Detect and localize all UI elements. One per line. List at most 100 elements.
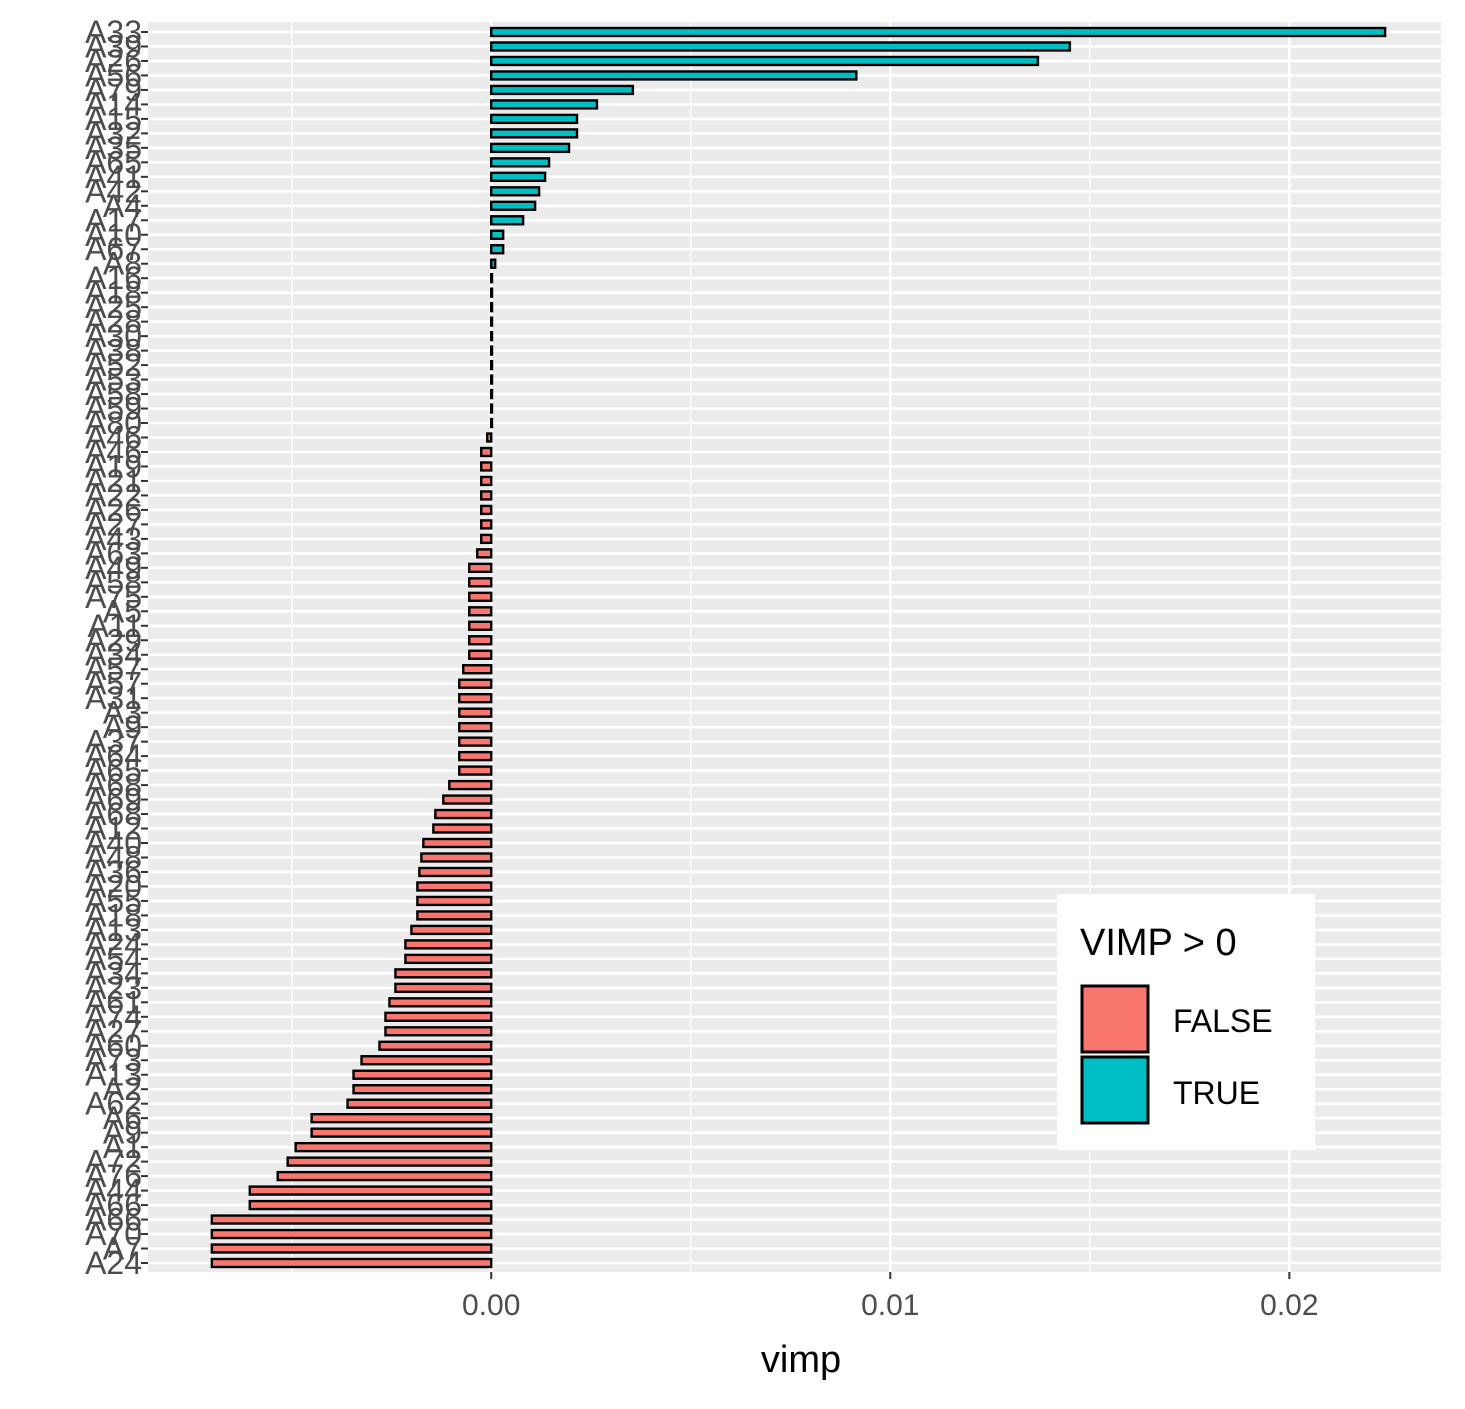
bar-A25 [490, 301, 494, 313]
bar-A29 [468, 635, 493, 646]
bar-A23 [394, 982, 493, 994]
bar-A70 [210, 1228, 493, 1240]
legend-key-false [1080, 984, 1150, 1054]
bar-A18 [490, 287, 494, 298]
y-tick-label: A35 [85, 130, 142, 166]
y-tick-label: A52 [85, 347, 142, 383]
y-tick-label: A58 [85, 564, 142, 600]
y-tick-label: A46 [85, 434, 142, 470]
y-tick-label: A1 [103, 1129, 142, 1165]
y-tick-label: A67 [85, 231, 142, 267]
y-tick-label: A33 [85, 14, 142, 50]
bar-A13 [410, 924, 493, 936]
bar-A63 [476, 548, 493, 559]
y-tick-label: A14 [85, 86, 142, 122]
bar-A57 [462, 664, 493, 675]
x-axis-title: vimp [761, 1339, 841, 1381]
bar-A68 [448, 779, 493, 791]
y-tick-label: A44 [85, 1173, 142, 1209]
bar-A66 [210, 1214, 493, 1225]
y-tick-label: A12 [85, 811, 142, 847]
bar-A61 [388, 997, 493, 1008]
bar-A33 [490, 26, 1387, 38]
y-tick-label: A27 [85, 1013, 142, 1049]
bar-A18 [416, 910, 493, 921]
y-tick-label: A32 [85, 115, 142, 151]
bar-A74 [384, 1011, 493, 1022]
y-tick-label: A56 [85, 57, 142, 93]
y-tick-label: A25 [85, 289, 142, 325]
bar-A62 [346, 1098, 493, 1109]
bar-A65 [458, 765, 493, 776]
y-tick-label: A38 [85, 333, 142, 369]
bar-A57 [458, 678, 493, 689]
bar-A21 [480, 475, 493, 487]
bar-A14 [490, 99, 599, 110]
y-tick-label: A22 [85, 477, 142, 513]
bar-A17 [490, 215, 525, 226]
y-tick-label: A66 [85, 1202, 142, 1238]
bar-A38 [490, 345, 494, 356]
y-tick-label: A80 [85, 405, 142, 441]
x-tick-label: 0.00 [462, 1289, 520, 1322]
bar-A69 [442, 794, 493, 805]
y-tick-label: A69 [85, 782, 142, 818]
y-tick-label: A61 [85, 984, 142, 1020]
y-tick-label: A76 [85, 1158, 142, 1194]
y-tick-label: A58 [85, 376, 142, 412]
bar-A9 [458, 721, 493, 733]
y-tick-label: A30 [85, 318, 142, 354]
bar-A20 [416, 881, 493, 892]
y-tick-label: A28 [85, 304, 142, 340]
bar-A35 [490, 142, 571, 154]
y-tick-label: A72 [85, 1144, 142, 1180]
bar-A12 [432, 823, 493, 834]
y-tick-label: A18 [85, 897, 142, 933]
y-tick-label: A68 [85, 767, 142, 803]
y-tick-label: A10 [85, 217, 142, 253]
bar-A48 [420, 852, 493, 863]
y-tick-label: A75 [85, 579, 142, 615]
bar-A80 [490, 417, 494, 429]
bar-A40 [422, 837, 493, 849]
bar-A16 [490, 273, 494, 284]
bar-A59 [490, 403, 494, 414]
y-tick-label: A39 [85, 28, 142, 64]
y-tick-label: A65 [85, 753, 142, 789]
y-tick-label: A18 [85, 275, 142, 311]
bar-A5 [468, 606, 493, 617]
bar-A73 [360, 1055, 493, 1066]
y-tick-label: A73 [85, 1042, 142, 1078]
bar-A1 [294, 1141, 493, 1153]
bar-A42 [490, 186, 541, 197]
bar-A60 [378, 1040, 493, 1051]
bars [210, 26, 1387, 1269]
bar-A56 [490, 70, 858, 81]
y-tick-label: A24 [85, 1245, 142, 1281]
bar-A54 [404, 953, 493, 965]
bar-A19 [480, 461, 493, 472]
y-tick-label: A70 [85, 1216, 142, 1252]
bar-A9 [310, 1127, 493, 1138]
bar-A13 [352, 1069, 493, 1080]
bar-A67 [490, 244, 505, 255]
y-tick-label: A34 [85, 637, 142, 673]
bar-A68 [434, 808, 493, 820]
x-tick-label: 0.01 [861, 1289, 919, 1322]
bar-A30 [490, 330, 494, 342]
bar-A41 [490, 171, 547, 183]
bar-A32 [490, 128, 579, 139]
legend-label-false: FALSE [1173, 1003, 1273, 1039]
y-tick-label: A15 [85, 101, 142, 137]
bar-A4 [490, 200, 537, 211]
bar-A64 [458, 750, 493, 762]
bar-A10 [490, 229, 505, 240]
y-tick-label: A6 [103, 1100, 142, 1136]
y-tick-label: A53 [85, 362, 142, 398]
y-tick-label: A13 [85, 912, 142, 948]
bar-A27 [480, 519, 493, 530]
bar-A2 [352, 1084, 493, 1095]
y-tick-label: A57 [85, 651, 142, 687]
y-tick-label: A9 [103, 1115, 142, 1151]
bar-A3 [458, 707, 493, 718]
